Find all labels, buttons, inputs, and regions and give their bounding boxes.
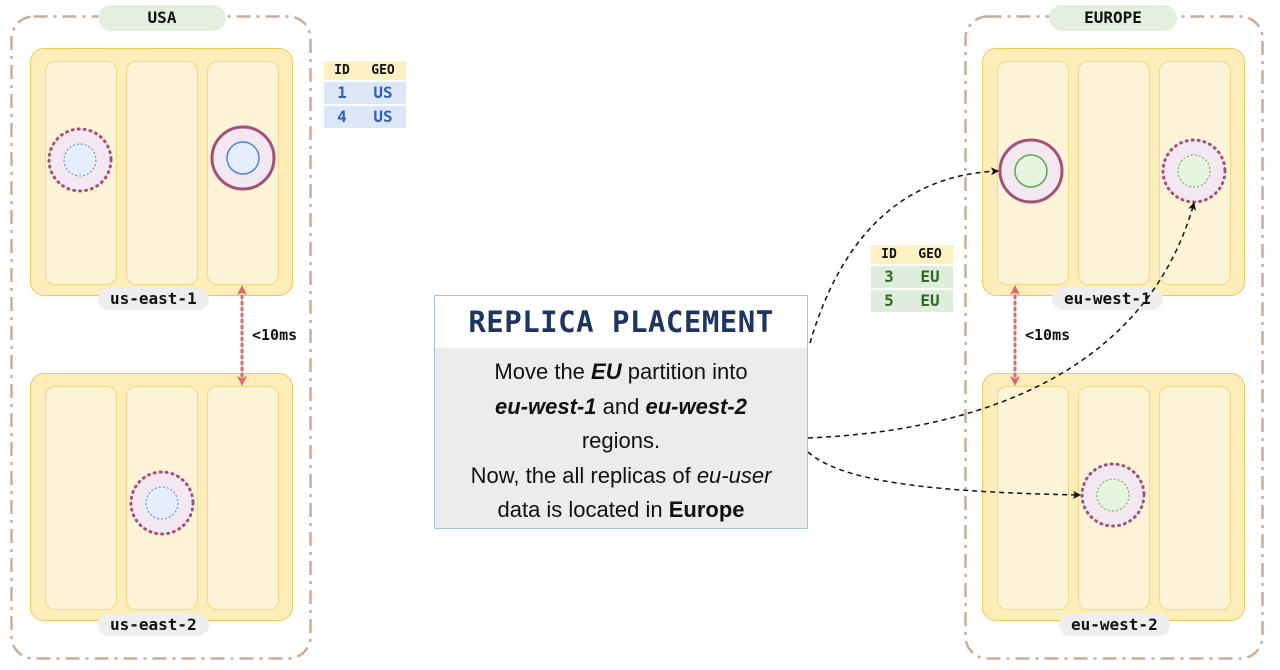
replica-us-east-1-a (47, 127, 113, 193)
eu-table-cell-geo: EU (920, 267, 940, 286)
card-line-3: regions. (581, 428, 661, 453)
replica-eu-west-1-a-leader (998, 138, 1064, 204)
move-arrow-to-eu-west-1-leader (809, 167, 999, 344)
eu-table-header-id: ID (881, 247, 897, 262)
card-text: data is located in (497, 497, 669, 522)
card-text: partition into (621, 359, 748, 384)
zone-eu-west-1-b (1078, 61, 1150, 285)
geo-usa: USA (10, 5, 312, 660)
card-line-4: Now, the all replicas of eu-user (435, 459, 807, 494)
region-eu-west-2 (982, 373, 1245, 621)
region-label-eu-west-1: eu-west-1 (1052, 288, 1163, 310)
us-table-cell-id: 4 (337, 107, 347, 126)
card-emphasis-eu-west-2: eu-west-2 (645, 393, 747, 419)
eu-table-cell-id: 5 (884, 291, 894, 310)
move-arrow-to-eu-west-1-replica (807, 202, 1196, 439)
replica-eu-west-2-b (1080, 462, 1146, 528)
eu-table-row: 5 EU (871, 290, 953, 312)
us-table-header: ID GEO (324, 61, 406, 80)
us-table-cell-geo: US (373, 107, 393, 126)
card-title: REPLICA PLACEMENT (435, 296, 807, 348)
card-body: Move the EU partition into eu-west-1 and… (435, 348, 807, 528)
zone-us-east-1-b (126, 61, 198, 285)
eu-table-header-geo: GEO (918, 247, 942, 262)
replica-us-east-2-b (129, 470, 195, 536)
card-text: and (596, 393, 646, 419)
geo-europe: EUROPE (964, 5, 1264, 660)
region-label-us-east-2: us-east-2 (98, 614, 209, 636)
eu-table-header: ID GEO (871, 245, 953, 264)
card-emphasis-eu-user: eu-user (696, 462, 772, 488)
latency-label-europe: <10ms (1025, 326, 1071, 344)
card-emphasis-eu: EU (591, 359, 622, 384)
latency-label-usa: <10ms (252, 326, 298, 344)
region-label-us-east-1: us-east-1 (98, 288, 209, 310)
region-label-eu-west-2: eu-west-2 (1059, 614, 1170, 636)
card-emphasis-europe: Europe (668, 497, 745, 522)
zone-us-east-2-c (207, 386, 279, 610)
replica-placement-card: REPLICA PLACEMENT Move the EU partition … (434, 295, 808, 529)
us-data-table: ID GEO 1 US 4 US (324, 61, 406, 128)
move-arrow-to-eu-west-2-replica (807, 451, 1081, 499)
eu-table-cell-geo: EU (920, 291, 940, 310)
us-table-row: 1 US (324, 82, 406, 104)
us-table-header-geo: GEO (371, 63, 395, 78)
zone-eu-west-2-c (1159, 386, 1231, 610)
geo-label-usa: USA (98, 5, 226, 31)
card-line-1: Move the EU partition into (435, 355, 807, 390)
replica-us-east-1-c-leader (210, 125, 276, 191)
zone-eu-west-2-a (997, 386, 1069, 610)
zone-us-east-2-a (45, 386, 117, 610)
card-emphasis-eu-west-1: eu-west-1 (495, 393, 597, 419)
us-table-cell-geo: US (373, 83, 393, 102)
us-table-cell-id: 1 (337, 83, 347, 102)
us-table-row: 4 US (324, 106, 406, 128)
eu-table-row: 3 EU (871, 266, 953, 288)
card-text: Move the (494, 359, 592, 384)
eu-table-cell-id: 3 (884, 267, 894, 286)
card-line-5: data is located in Europe (435, 493, 807, 528)
card-line-2: eu-west-1 and eu-west-2 (435, 390, 807, 425)
eu-data-table: ID GEO 3 EU 5 EU (871, 245, 953, 312)
geo-label-europe: EUROPE (1049, 5, 1177, 31)
replica-eu-west-1-c (1161, 138, 1227, 204)
card-text: Now, the all replicas of (470, 462, 697, 488)
us-table-header-id: ID (334, 63, 350, 78)
